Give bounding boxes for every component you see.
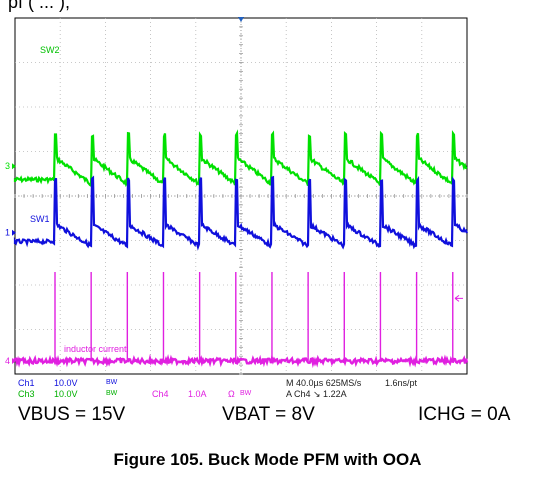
vbus-condition: VBUS = 15V: [18, 404, 126, 425]
channel-1-marker: 1: [5, 228, 10, 238]
trace-ch1: [13, 175, 469, 251]
sw1-label: SW1: [30, 214, 50, 224]
trigger-level-marker: [454, 294, 463, 302]
oscilloscope-capture: 3 1 4 SW2 SW1 inductor current Ch1 10.0V B…: [5, 17, 469, 399]
ichg-condition: ICHG = 0A: [418, 404, 511, 425]
trace-ch3: [13, 129, 468, 188]
traces: [13, 129, 469, 369]
ch3-readout-scale: 10.0V: [54, 389, 78, 399]
channel-marker-arrow: [12, 163, 16, 170]
channel-marker-arrow: [12, 358, 16, 364]
ch1-readout-label: Ch1: [18, 378, 35, 388]
test-conditions: VBUS = 15V VBAT = 8V ICHG = 0A: [0, 404, 535, 434]
sample-interval-readout: 1.6ns/pt: [385, 378, 418, 388]
sw2-label: SW2: [40, 45, 60, 55]
ch1-readout-bw: BW: [106, 379, 118, 386]
vbat-condition: VBAT = 8V: [222, 404, 315, 425]
ch3-readout-bw: BW: [106, 390, 118, 397]
ch4-readout-label: Ch4: [152, 389, 169, 399]
grid: [14, 17, 468, 375]
channel-4-marker: 4: [5, 356, 10, 366]
figure-caption: Figure 105. Buck Mode PFM with OOA: [113, 450, 422, 469]
channel-markers: 3 1 4: [5, 17, 463, 366]
ch1-readout-scale: 10.0V: [54, 378, 78, 388]
trigger-position-marker: [238, 17, 244, 22]
ch4-readout-bw: BW: [240, 390, 252, 397]
trigger-readout: A Ch4 ↘ 1.22A: [286, 389, 347, 399]
timebase-readout: M 40.0µs 625MS/s: [286, 378, 362, 388]
header-fragment: pf ( ... ),: [8, 0, 71, 12]
ch4-readout-scale: 1.0A: [188, 389, 207, 399]
trace-ch4: [13, 353, 469, 369]
channel-3-marker: 3: [5, 161, 10, 171]
ch3-readout-label: Ch3: [18, 389, 35, 399]
inductor-current-label: inductor current: [64, 344, 127, 354]
channel-marker-arrow: [12, 229, 16, 236]
ch4-readout-ohm: Ω: [228, 389, 235, 399]
